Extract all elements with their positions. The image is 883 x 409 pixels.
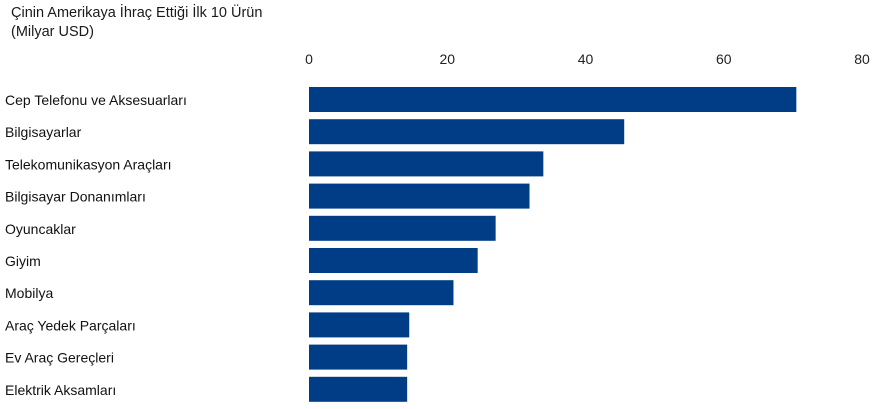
category-label: Elektrik Aksamları — [5, 382, 116, 398]
category-label: Cep Telefonu ve Aksesuarları — [5, 92, 187, 108]
category-label: Bilgisayar Donanımları — [5, 189, 146, 205]
bar — [309, 119, 625, 145]
bar — [309, 280, 454, 306]
category-label: Ev Araç Gereçleri — [5, 350, 114, 366]
category-label: Telekomunikasyon Araçları — [5, 156, 172, 172]
bar — [309, 151, 544, 177]
chart-title: Çinin Amerikaya İhraç Ettiği İlk 10 Ürün — [11, 5, 263, 21]
x-tick-label: 0 — [305, 51, 313, 67]
bar — [309, 376, 408, 402]
bar — [309, 215, 496, 241]
category-label: Mobilya — [5, 285, 53, 301]
category-label: Araç Yedek Parçaları — [5, 317, 136, 333]
bar — [309, 344, 408, 370]
category-label: Oyuncaklar — [5, 221, 76, 237]
x-tick-label: 40 — [578, 51, 594, 67]
x-tick-label: 80 — [854, 51, 870, 67]
x-tick-label: 20 — [439, 51, 455, 67]
bar — [309, 312, 410, 338]
bar — [309, 183, 530, 209]
chart-subtitle: (Milyar USD) — [11, 24, 94, 40]
x-tick-label: 60 — [716, 51, 732, 67]
bar — [309, 87, 797, 112]
category-label: Bilgisayarlar — [5, 124, 82, 140]
chart-title-block: Çinin Amerikaya İhraç Ettiği İlk 10 Ürün… — [11, 4, 262, 42]
category-label: Giyim — [5, 253, 41, 269]
bar — [309, 248, 478, 273]
